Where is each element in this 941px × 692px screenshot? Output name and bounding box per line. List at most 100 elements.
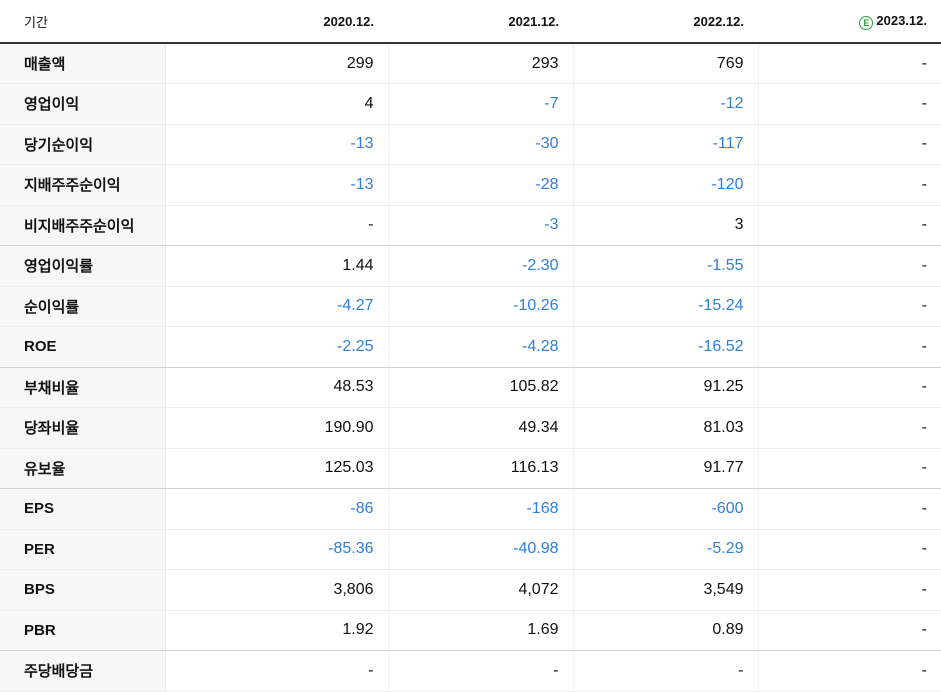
table-header: 기간 2020.12. 2021.12. 2022.12. E 2023.12. xyxy=(0,0,941,44)
table-cell: 3 xyxy=(573,205,759,246)
table-cell: - xyxy=(573,650,759,692)
table-cell: - xyxy=(758,245,941,287)
row-label: PER xyxy=(0,529,166,570)
table-row-debt-ratio: 부채비율 48.53 105.82 91.25- xyxy=(0,367,941,408)
table-cell: 0.89 xyxy=(573,610,759,651)
period-2023-estimate: E 2023.12. xyxy=(758,0,941,44)
table-cell: - xyxy=(758,650,941,692)
row-label: 유보율 xyxy=(0,448,166,489)
table-cell: -10.26 xyxy=(388,286,574,327)
table-row-pbr: PBR 1.92 1.69 0.89- xyxy=(0,610,941,651)
table-row-quick-ratio: 당좌비율 190.90 49.34 81.03- xyxy=(0,407,941,449)
table-cell: -3 xyxy=(388,205,574,246)
table-cell: -15.24 xyxy=(573,286,759,327)
table-cell: 91.25 xyxy=(573,367,759,408)
table-cell: -4.27 xyxy=(165,286,389,327)
table-body: 매출액 299 293 769- 영업이익 4 -7 -12- 당기순이익 -13 -30 -117-… xyxy=(0,43,941,692)
table-cell: - xyxy=(758,326,941,368)
table-cell: 1.44 xyxy=(165,245,389,287)
table-row-noncontrolling-net-income: 비지배주주순이익 - -3 3- xyxy=(0,205,941,246)
table-cell: -168 xyxy=(388,488,574,530)
table-cell: 299 xyxy=(165,43,389,84)
table-cell: 4 xyxy=(165,83,389,125)
table-cell: - xyxy=(758,286,941,327)
row-label: 지배주주순이익 xyxy=(0,164,166,206)
table-row-roe: ROE -2.25 -4.28 -16.52- xyxy=(0,326,941,368)
table-cell: 4,072 xyxy=(388,569,574,611)
table-row-eps: EPS -86 -168 -600- xyxy=(0,488,941,530)
table-cell: - xyxy=(758,43,941,84)
table-row-operating-profit: 영업이익 4 -7 -12- xyxy=(0,83,941,125)
table-cell: -13 xyxy=(165,164,389,206)
row-label: 매출액 xyxy=(0,43,166,84)
table-cell: -86 xyxy=(165,488,389,530)
table-cell: - xyxy=(758,164,941,206)
table-row-bps: BPS 3,806 4,072 3,549- xyxy=(0,569,941,611)
table-cell: 190.90 xyxy=(165,407,389,449)
table-cell: - xyxy=(165,205,389,246)
table-cell: -1.55 xyxy=(573,245,759,287)
period-2021: 2021.12. xyxy=(388,0,573,44)
row-label: 영업이익률 xyxy=(0,245,166,287)
table-cell: -2.25 xyxy=(165,326,389,368)
table-cell: -13 xyxy=(165,124,389,165)
table-cell: 81.03 xyxy=(573,407,759,449)
table-cell: -85.36 xyxy=(165,529,389,570)
table-row-reserve-ratio: 유보율 125.03 116.13 91.77- xyxy=(0,448,941,489)
table-cell: - xyxy=(758,448,941,489)
table-cell: 769 xyxy=(573,43,759,84)
table-row-net-income: 당기순이익 -13 -30 -117- xyxy=(0,124,941,165)
table-cell: - xyxy=(388,650,574,692)
table-cell: - xyxy=(758,407,941,449)
table-cell: -600 xyxy=(573,488,759,530)
table-cell: - xyxy=(758,488,941,530)
table-cell: - xyxy=(165,650,389,692)
table-cell: 293 xyxy=(388,43,574,84)
table-cell: -30 xyxy=(388,124,574,165)
table-row-revenue: 매출액 299 293 769- xyxy=(0,43,941,84)
table-cell: - xyxy=(758,569,941,611)
table-cell: - xyxy=(758,205,941,246)
table-row-net-margin: 순이익률 -4.27 -10.26 -15.24- xyxy=(0,286,941,327)
table-cell: -7 xyxy=(388,83,574,125)
table-row-dividend-per-share: 주당배당금 - - - - xyxy=(0,650,941,692)
period-2022: 2022.12. xyxy=(573,0,758,44)
table-cell: 91.77 xyxy=(573,448,759,489)
table-cell: 3,549 xyxy=(573,569,759,611)
table-row-per: PER -85.36 -40.98 -5.29- xyxy=(0,529,941,570)
row-label: 순이익률 xyxy=(0,286,166,327)
table-cell: -16.52 xyxy=(573,326,759,368)
period-2020: 2020.12. xyxy=(165,0,388,44)
row-label: PBR xyxy=(0,610,166,651)
estimate-icon: E xyxy=(859,15,874,30)
table-cell: - xyxy=(758,124,941,165)
row-label: EPS xyxy=(0,488,166,530)
header-row: 기간 2020.12. 2021.12. 2022.12. E 2023.12. xyxy=(0,0,941,44)
row-label: 부채비율 xyxy=(0,367,166,408)
table-cell: -5.29 xyxy=(573,529,759,570)
table-cell: 48.53 xyxy=(165,367,389,408)
table-cell: 1.92 xyxy=(165,610,389,651)
table-cell: - xyxy=(758,83,941,125)
table-cell: 49.34 xyxy=(388,407,574,449)
row-label: 주당배당금 xyxy=(0,650,166,692)
table-cell: 1.69 xyxy=(388,610,574,651)
table-cell: -2.30 xyxy=(388,245,574,287)
table-cell: - xyxy=(758,367,941,408)
table-cell: -4.28 xyxy=(388,326,574,368)
table-row-operating-margin: 영업이익률 1.44 -2.30 -1.55- xyxy=(0,245,941,287)
table-cell: -117 xyxy=(573,124,759,165)
table-cell: -40.98 xyxy=(388,529,574,570)
row-label: 비지배주주순이익 xyxy=(0,205,166,246)
row-label: 당기순이익 xyxy=(0,124,166,165)
table-cell: 3,806 xyxy=(165,569,389,611)
table-row-controlling-net-income: 지배주주순이익 -13 -28 -120- xyxy=(0,164,941,206)
table-cell: 105.82 xyxy=(388,367,574,408)
table-cell: - xyxy=(758,529,941,570)
row-label: ROE xyxy=(0,326,166,368)
table-cell: -120 xyxy=(573,164,759,206)
table-cell: -12 xyxy=(573,83,759,125)
period-label: 기간 xyxy=(0,0,165,44)
period-2023-label: 2023.12. xyxy=(876,12,927,28)
